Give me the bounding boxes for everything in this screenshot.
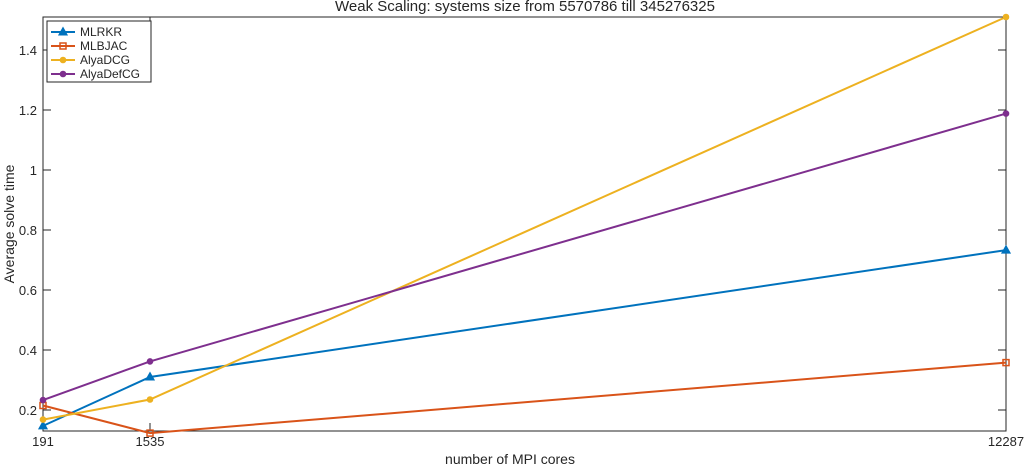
legend-marker-mlbjac: [59, 42, 67, 50]
plot-area: [42, 16, 1007, 432]
y-axis: 0.2 0.4 0.6 0.8 1 1.2 1.4: [19, 43, 1006, 418]
data-point-alyadefcg: [39, 396, 47, 404]
data-point-alyadcg: [39, 416, 47, 423]
chart-title: Weak Scaling: systems size from 5570786 …: [335, 0, 715, 15]
y-tick-label: 0.4: [19, 343, 37, 358]
y-tick-label: 1.4: [19, 43, 37, 58]
data-point-mlbjac: [1002, 358, 1010, 367]
legend-label-mlrkr: MLRKR: [80, 25, 122, 39]
x-tick-label: 191: [32, 434, 54, 449]
legend-marker-mlrkr: [57, 26, 69, 36]
legend-marker-alyadefcg: [59, 70, 67, 78]
y-tick-label: 1.2: [19, 103, 37, 118]
legend-label-alyadcg: AlyaDCG: [80, 53, 130, 67]
data-point-mlrkr: [1000, 244, 1012, 254]
series-group: [37, 13, 1012, 437]
y-tick-label: 0.8: [19, 223, 37, 238]
y-axis-label: Average solve time: [1, 164, 17, 283]
series-line-mlbjac: [42, 361, 1007, 435]
legend-label-alyadefcg: AlyaDefCG: [80, 67, 140, 81]
data-point-alyadefcg: [1002, 110, 1010, 117]
legend-label-mlbjac: MLBJAC: [80, 39, 128, 53]
x-axis: 191 1535 12287: [32, 17, 1024, 449]
data-point-alyadefcg: [146, 358, 154, 365]
y-tick-label: 1: [30, 163, 37, 178]
data-point-mlbjac: [146, 429, 154, 437]
data-point-mlrkr: [144, 371, 156, 381]
y-tick-label: 0.6: [19, 283, 37, 298]
x-tick-label: 12287: [988, 434, 1024, 449]
x-axis-label: number of MPI cores: [445, 451, 575, 465]
data-point-alyadcg: [1002, 13, 1010, 21]
x-tick-label: 1535: [136, 434, 165, 449]
data-point-alyadcg: [146, 396, 154, 403]
data-point-mlrkr: [37, 420, 49, 430]
legend-marker-alyadcg: [59, 56, 67, 64]
y-tick-label: 0.2: [19, 403, 37, 418]
